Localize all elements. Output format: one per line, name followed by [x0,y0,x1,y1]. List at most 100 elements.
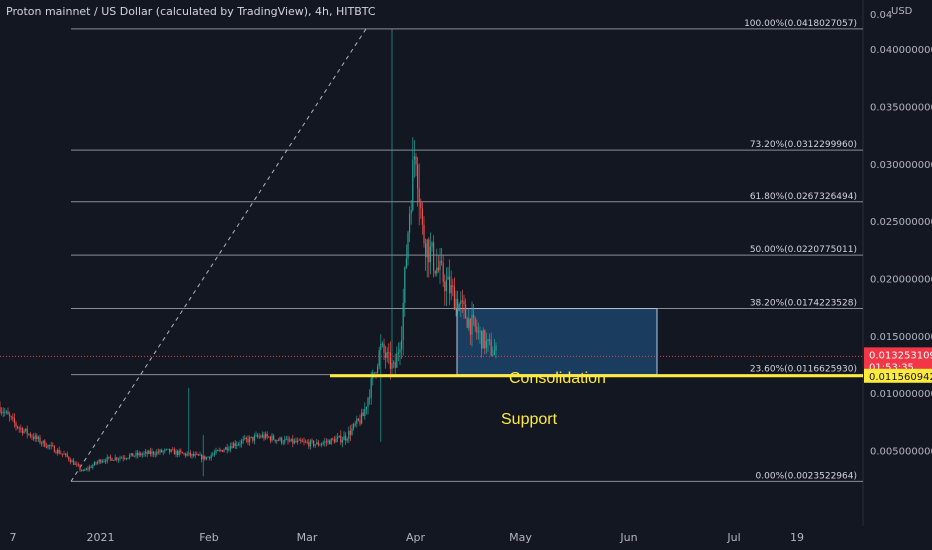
candle-body [215,450,217,453]
candle-body [468,318,470,328]
candle-body [85,468,87,471]
candle-body [340,435,342,443]
candle-body [335,438,337,443]
candle-body [165,448,167,450]
candle-body [66,453,68,457]
candle-body [97,462,99,464]
candle-body [196,454,198,455]
candle-body [101,461,103,463]
candles-group [0,28,497,477]
candle-body [186,453,188,456]
candle-body [241,440,243,444]
x-tick-label: Jul [726,531,740,544]
candle-body [402,302,404,341]
candle-body [100,459,102,463]
candle-body [130,453,132,456]
y-tick-label: 0.0100000000 [870,389,932,400]
candle-body [442,263,444,282]
candle-body [349,430,351,435]
x-tick-label: Jun [619,531,637,544]
candle-body [143,453,145,455]
candle-body [397,352,399,354]
candle-body [295,440,297,443]
candle-body [351,428,353,435]
candle-body [119,457,121,459]
fib-level-label: 61.80%(0.0267326494) [750,192,857,202]
candle-body [425,243,427,258]
candle-body [49,444,51,447]
candle-body [465,304,467,319]
candle-body [415,156,417,165]
candle-body [298,439,300,441]
support-price-tag [864,368,932,383]
candle-body [433,242,435,271]
candle-body [245,437,247,440]
candle-body [253,436,255,441]
candle-body [457,299,459,312]
candle-body [313,440,315,446]
candle-body [135,452,137,456]
candle-body [311,440,313,442]
candle-body [354,423,356,425]
candle-body [273,435,275,440]
candle-body [348,430,350,440]
candle-body [244,437,246,440]
candle-body [74,463,76,465]
candle-body [218,449,220,451]
candle-body [95,462,97,464]
candle-body [292,438,294,444]
candle-body [441,260,443,264]
y-tick-label: 0.0250000000 [870,217,932,228]
candle-body [346,439,348,441]
candle-body [258,436,260,438]
candle-body [356,418,358,424]
candle-body [378,349,380,367]
candle-body [383,343,385,353]
candle-body [450,285,452,294]
candle-body [15,422,17,427]
candle-body [9,414,11,417]
candle-body [45,446,47,448]
candle-body [361,412,363,424]
candle-body [337,437,339,439]
candle-body [76,463,78,465]
candle-body [268,436,270,438]
candle-body [461,300,463,302]
candle-body [193,453,195,456]
candle-body [353,423,355,429]
candle-body [113,460,115,462]
candle-body [233,443,235,448]
y-tick-label: 0.0150000000 [870,332,932,343]
candle-body [79,465,81,470]
candle-body [429,246,431,263]
candle-body [60,453,62,455]
y-tick-label: 0.0050000000 [870,447,932,458]
candle-body [25,428,27,431]
candle-body [164,449,166,452]
candle-body [445,279,447,292]
candle-body [108,456,110,458]
candle-body [225,447,227,450]
candle-body [458,303,460,312]
candle-body [357,418,359,421]
candle-body [385,352,387,358]
candle-body [409,213,411,233]
candle-body [330,438,332,445]
candle-body [444,281,446,292]
candle-body [492,354,494,356]
candle-body [47,444,49,448]
candle-body [401,340,403,350]
candle-body [106,457,108,462]
candle-body [28,433,30,435]
candle-body [117,458,119,460]
candle-body [53,446,55,453]
candle-body [199,454,201,456]
x-tick-label: May [509,531,532,544]
candle-body [93,462,95,466]
candle-body [205,457,207,460]
candle-body [50,445,52,447]
candle-body [284,439,286,443]
candle-body [84,470,86,471]
fib-level-label: 50.00%(0.0220775011) [750,245,857,255]
